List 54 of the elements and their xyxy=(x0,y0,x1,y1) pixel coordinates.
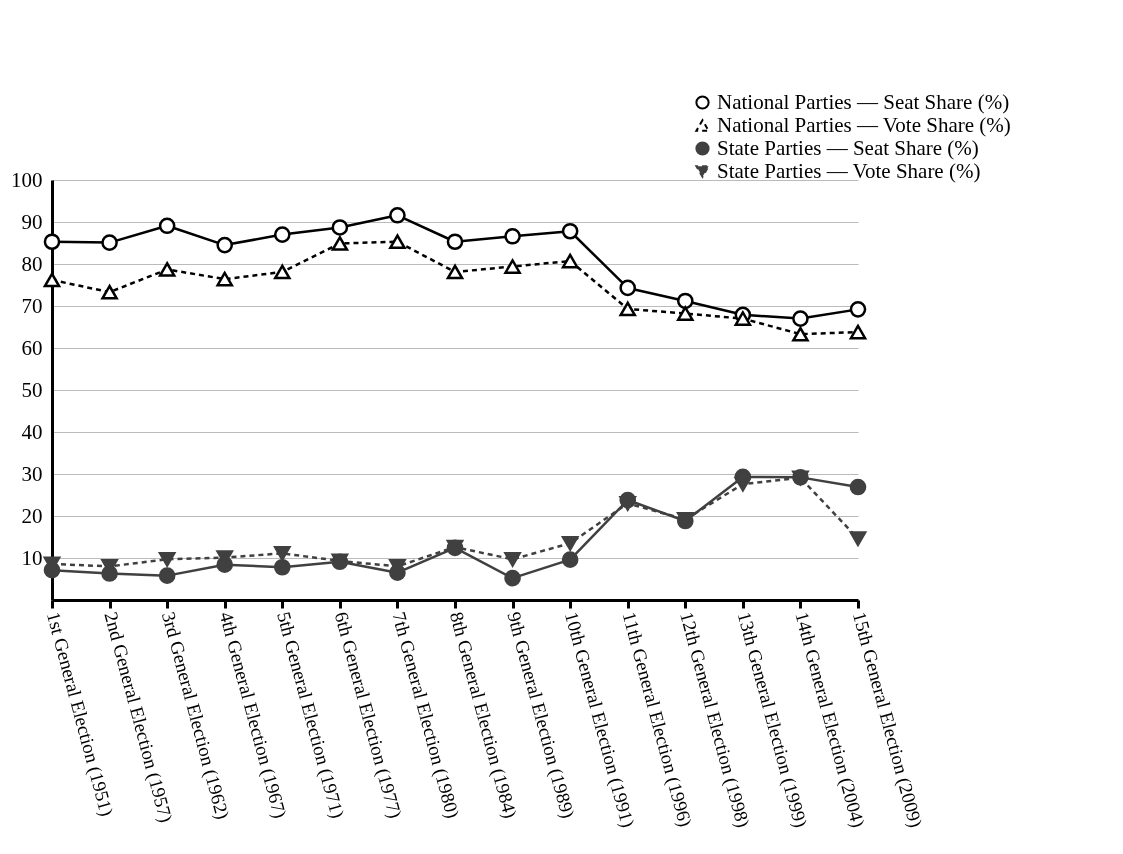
point xyxy=(561,551,579,568)
point xyxy=(389,206,406,224)
y-tick-label: 50 xyxy=(21,377,43,402)
point xyxy=(504,259,521,274)
point xyxy=(504,569,521,587)
point xyxy=(273,546,291,561)
y-tick-label: 20 xyxy=(21,503,43,528)
point xyxy=(446,264,464,280)
y-tick-label: 100 xyxy=(11,167,43,192)
point xyxy=(792,310,809,327)
point xyxy=(446,233,464,251)
point xyxy=(792,326,809,342)
y-tick-label: 90 xyxy=(21,209,43,234)
y-tick-label: 80 xyxy=(21,251,43,276)
point xyxy=(158,217,176,235)
point xyxy=(619,496,637,511)
point xyxy=(273,226,291,243)
point xyxy=(216,236,234,254)
point xyxy=(331,219,349,236)
point xyxy=(504,551,521,567)
point xyxy=(331,236,349,251)
y-tick-label: 70 xyxy=(21,293,43,318)
point xyxy=(849,301,867,318)
point xyxy=(158,551,176,567)
point xyxy=(101,234,118,251)
point xyxy=(389,234,406,250)
point xyxy=(849,531,867,547)
point xyxy=(849,324,867,340)
point xyxy=(158,567,176,584)
point xyxy=(619,279,637,297)
point xyxy=(158,262,176,277)
legend-label: National Parties — Seat Share (%) xyxy=(717,89,1010,114)
point xyxy=(849,478,867,496)
legend-label: State Parties — Seat Share (%) xyxy=(717,135,979,160)
y-tick-label: 10 xyxy=(21,545,43,570)
point xyxy=(43,272,61,288)
point xyxy=(101,284,118,300)
point xyxy=(216,271,234,287)
y-tick-label: 60 xyxy=(21,335,43,360)
y-tick-label: 40 xyxy=(21,419,43,444)
point xyxy=(561,253,579,269)
point xyxy=(676,292,694,310)
point xyxy=(43,233,61,251)
point xyxy=(561,535,579,551)
point xyxy=(561,222,579,240)
y-tick-label: 30 xyxy=(21,461,43,486)
point xyxy=(676,306,694,321)
point xyxy=(734,476,752,492)
point xyxy=(734,311,752,326)
point xyxy=(619,301,637,317)
point xyxy=(273,264,291,280)
legend-label: National Parties — Vote Share (%) xyxy=(717,112,1011,137)
point xyxy=(504,227,521,245)
point xyxy=(273,558,291,576)
